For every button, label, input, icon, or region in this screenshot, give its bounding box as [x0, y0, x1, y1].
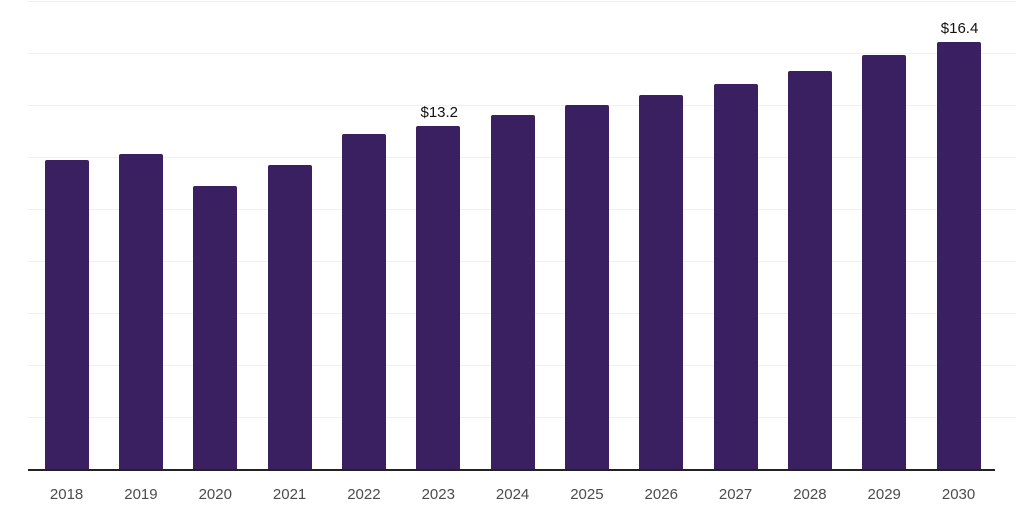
bar-2021 [267, 164, 312, 470]
bar-2024 [490, 115, 535, 470]
data-label-2030: $16.4 [940, 20, 979, 38]
x-tick-label-2018: 2018 [49, 486, 84, 503]
x-tick-label-2029: 2029 [867, 486, 901, 503]
x-tick-label-2021: 2021 [272, 486, 307, 503]
x-tick-label-2026: 2026 [644, 486, 678, 503]
gridline [28, 52, 1016, 54]
bar-2029 [862, 55, 907, 470]
bar-2028 [787, 71, 832, 470]
bar-2030 [936, 42, 981, 470]
bar-2018 [44, 159, 89, 470]
x-tick-label-2030: 2030 [941, 486, 976, 503]
gridline [28, 0, 1016, 2]
bar-2022 [341, 133, 386, 470]
x-tick-label-2019: 2019 [124, 486, 158, 503]
bar-2025 [564, 104, 609, 470]
x-tick-label-2028: 2028 [793, 486, 827, 503]
bar-2020 [193, 185, 238, 470]
x-tick-label-2025: 2025 [570, 486, 604, 503]
bar-2019 [118, 154, 163, 470]
x-tick-label-2027: 2027 [718, 486, 753, 503]
data-label-2023: $13.2 [420, 103, 459, 121]
bar-2023 [416, 125, 461, 470]
x-tick-label-2020: 2020 [198, 486, 232, 503]
x-axis-line [28, 468, 995, 471]
bar-2027 [713, 84, 758, 470]
x-tick-label-2022: 2022 [347, 486, 381, 503]
bar-2026 [639, 94, 684, 470]
gridline [28, 104, 1016, 106]
x-tick-label-2023: 2023 [421, 486, 455, 503]
x-tick-label-2024: 2024 [495, 486, 530, 503]
